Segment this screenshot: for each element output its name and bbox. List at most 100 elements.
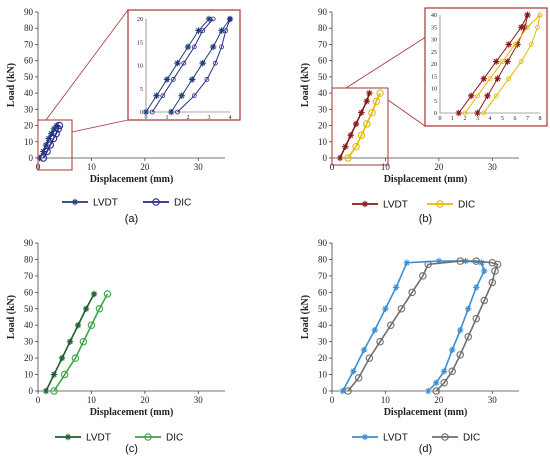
inset-point-lvdt — [480, 75, 487, 82]
point-dic — [493, 260, 502, 269]
inset-point-dic — [512, 42, 518, 47]
point-dic — [464, 332, 472, 341]
legend-marker-dic — [441, 433, 449, 441]
point-lvdt — [352, 120, 360, 128]
point-dic — [103, 290, 112, 298]
inset-series-line-dic — [177, 18, 231, 113]
legend-marker-lvdt — [361, 433, 369, 441]
inset-point-dic — [227, 16, 233, 22]
inset-y-tick-label: 20 — [431, 62, 437, 68]
inset-point-lvdt — [153, 92, 160, 99]
legend-label-dic: DIC — [166, 433, 183, 444]
x-tick-label: 10 — [87, 162, 97, 172]
y-axis-label: Load (kN) — [6, 295, 17, 339]
legend-label-lvdt: LVDT — [86, 433, 111, 444]
inset-x-tick-label: 8 — [539, 116, 542, 122]
y-tick-label: 0 — [323, 153, 328, 163]
point-lvdt — [339, 387, 346, 395]
point-dic — [408, 288, 416, 297]
y-tick-label: 0 — [29, 386, 34, 396]
inset-series-line-dic — [151, 18, 214, 113]
y-tick-label: 50 — [24, 304, 34, 314]
inset-point-lvdt — [189, 76, 196, 83]
y-tick-label: 10 — [318, 137, 328, 147]
point-dic — [344, 387, 352, 395]
inset-chart: 0 5 10 15 20 0 1 2 3 4 — [37, 9, 241, 171]
y-tick-label: 90 — [318, 238, 328, 248]
point-lvdt — [42, 387, 50, 395]
legend: LVDT DIC — [352, 200, 475, 211]
inset-point-lvdt — [168, 108, 175, 116]
point-lvdt — [441, 368, 448, 375]
point-dic — [52, 129, 60, 138]
point-lvdt — [74, 322, 82, 329]
inset-point-lvdt — [504, 58, 511, 65]
inset-y-tick-label: 10 — [137, 64, 143, 70]
legend: LVDT DIC — [55, 433, 183, 444]
point-dic — [365, 354, 374, 362]
point-lvdt — [465, 305, 472, 312]
point-dic — [397, 305, 406, 313]
point-lvdt — [403, 259, 410, 266]
point-lvdt — [449, 346, 456, 354]
point-dic — [491, 267, 499, 275]
point-dic — [362, 120, 371, 128]
legend-marker-lvdt — [64, 433, 72, 441]
x-tick-label: 20 — [140, 395, 150, 405]
legend-marker-dic — [144, 433, 152, 441]
panel-label: (a) — [125, 213, 138, 225]
point-dic — [55, 121, 64, 130]
inset-x-tick-label: 4 — [489, 116, 492, 122]
legend-label-lvdt: LVDT — [93, 198, 118, 209]
y-tick-label: 40 — [318, 320, 328, 330]
inset-point-lvdt — [514, 41, 521, 48]
inset-point-lvdt — [178, 92, 185, 99]
inset-point-lvdt — [199, 59, 206, 67]
inset-chart: 0 5 10 15 20 25 30 35 40 0 1 2 3 4 5 6 7 8 — [331, 7, 548, 166]
inset-y-tick-label: 15 — [137, 40, 143, 46]
x-tick-label: 30 — [488, 395, 498, 405]
inset-point-dic — [487, 76, 493, 82]
point-lvdt — [360, 346, 368, 354]
point-dic — [46, 141, 55, 149]
point-dic — [376, 337, 384, 346]
point-lvdt — [457, 326, 464, 334]
inset-point-lvdt — [468, 92, 475, 100]
y-tick-label: 70 — [318, 39, 328, 49]
y-tick-label: 80 — [318, 254, 328, 264]
inset-point-dic — [204, 77, 210, 82]
series-line-dic — [347, 260, 499, 392]
y-axis-label: Load (kN) — [6, 63, 17, 107]
x-tick-label: 0 — [36, 395, 41, 405]
point-lvdt — [358, 109, 365, 116]
point-dic — [448, 367, 456, 376]
inset-point-dic — [175, 109, 180, 115]
point-lvdt — [363, 98, 370, 105]
point-dic — [87, 321, 96, 329]
x-tick-label: 0 — [330, 395, 335, 405]
inset-point-lvdt — [205, 15, 213, 23]
point-dic — [95, 305, 104, 313]
zoom-box — [331, 87, 389, 166]
y-tick-label: 80 — [318, 23, 328, 33]
inset-point-dic — [191, 44, 197, 50]
point-dic — [352, 142, 360, 151]
point-lvdt — [82, 305, 90, 312]
panel-label: (c) — [125, 443, 138, 455]
point-dic — [419, 272, 427, 280]
inset-point-lvdt — [184, 43, 192, 51]
inset-point-lvdt — [455, 109, 462, 117]
legend: LVDT DIC — [352, 433, 480, 444]
point-lvdt — [473, 284, 480, 291]
point-dic — [376, 89, 384, 97]
zoom-connector — [387, 99, 426, 127]
x-tick-label: 30 — [488, 162, 498, 172]
inset-series-line-dic — [464, 14, 541, 114]
chart-panel-4: 0 10 20 30 40 50 60 70 80 90 0 10 20 30 Displacement (… — [300, 238, 519, 455]
point-dic — [488, 258, 497, 267]
inset-point-lvdt — [524, 11, 531, 19]
point-lvdt — [42, 141, 50, 149]
point-lvdt — [432, 379, 440, 386]
inset-point-dic — [506, 76, 512, 82]
